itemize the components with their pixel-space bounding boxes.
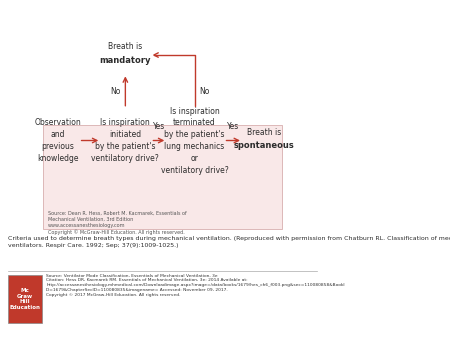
FancyBboxPatch shape: [8, 274, 42, 323]
Text: No: No: [110, 87, 120, 96]
Text: Observation
and
previous
knowledge: Observation and previous knowledge: [34, 118, 81, 163]
Text: spontaneous: spontaneous: [234, 141, 294, 150]
Text: Breath is: Breath is: [108, 42, 143, 51]
Text: Breath is: Breath is: [247, 128, 281, 137]
Text: Mc
Graw
Hill
Education: Mc Graw Hill Education: [9, 288, 40, 310]
Text: Is inspiration
initiated
by the patient's
ventilatory drive?: Is inspiration initiated by the patient'…: [91, 118, 159, 163]
Text: Is inspiration
terminated
by the patient's
lung mechanics
or
ventilatory drive?: Is inspiration terminated by the patient…: [161, 106, 229, 174]
Text: Criteria used to determine breath types during mechanical ventilation. (Reproduc: Criteria used to determine breath types …: [8, 236, 450, 248]
Text: Source: Dean R. Hess, Robert M. Kacmarek, Essentials of
Mechanical Ventilation, : Source: Dean R. Hess, Robert M. Kacmarek…: [48, 211, 187, 235]
Text: No: No: [200, 88, 210, 96]
Text: Yes: Yes: [153, 122, 165, 131]
FancyBboxPatch shape: [43, 125, 282, 230]
Text: Source: Ventilator Mode Classification, Essentials of Mechanical Ventilation, 3e: Source: Ventilator Mode Classification, …: [46, 273, 345, 297]
Text: mandatory: mandatory: [99, 55, 151, 65]
Text: Yes: Yes: [227, 122, 239, 131]
